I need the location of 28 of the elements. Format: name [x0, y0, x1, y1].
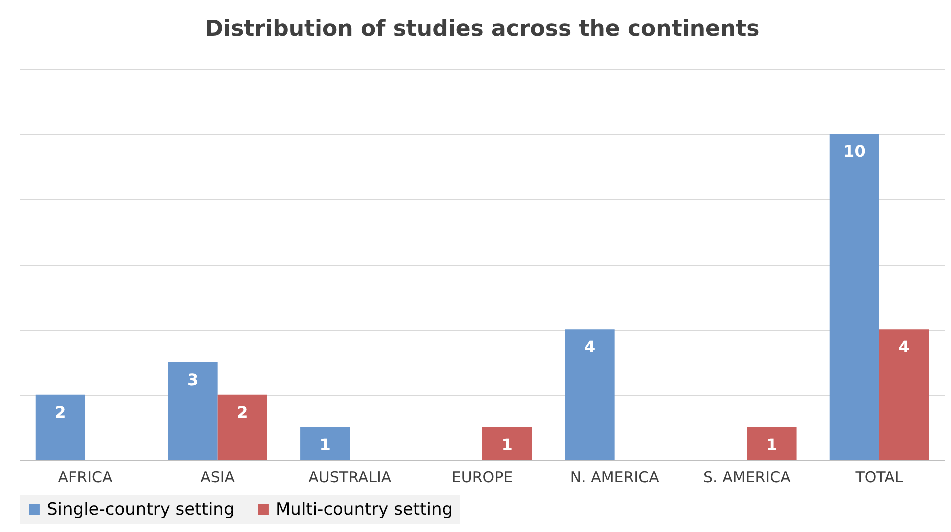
- x-tick-label: ASIA: [200, 468, 236, 486]
- x-tick-label: N. AMERICA: [570, 468, 660, 486]
- data-label: 1: [766, 435, 778, 454]
- data-label: 1: [502, 435, 513, 454]
- data-label: 2: [55, 402, 66, 422]
- data-label: 2: [237, 402, 248, 422]
- data-label: 3: [187, 370, 199, 390]
- bar: [830, 134, 880, 460]
- x-tick-label: S. AMERICA: [704, 468, 792, 486]
- x-tick-label: AFRICA: [58, 468, 114, 486]
- chart-title: Distribution of studies across the continents: [205, 17, 760, 42]
- bar: [565, 330, 615, 460]
- data-label: 1: [320, 435, 331, 454]
- data-label: 4: [584, 338, 596, 357]
- data-label: 10: [844, 142, 866, 162]
- bar: [36, 394, 86, 460]
- bar: [482, 427, 532, 460]
- bar: [879, 330, 930, 460]
- x-tick-label: AUSTRALIA: [308, 468, 392, 486]
- legend-label: Single-country setting: [47, 500, 235, 520]
- bar: [300, 427, 350, 460]
- x-tick-label: TOTAL: [854, 468, 904, 486]
- data-label: 4: [898, 338, 910, 357]
- bar: [747, 427, 797, 460]
- x-tick-label: EUROPE: [452, 468, 514, 486]
- legend-label: Multi-country setting: [276, 500, 454, 520]
- bar: [168, 362, 218, 460]
- bar: [218, 394, 268, 460]
